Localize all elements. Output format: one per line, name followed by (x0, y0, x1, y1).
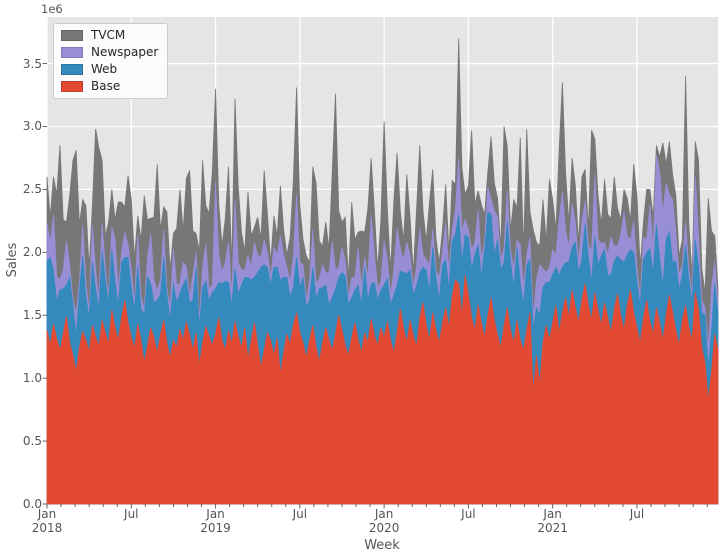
legend-swatch-newspaper (61, 47, 83, 58)
x-tick-label: Jan 2021 (537, 507, 568, 535)
y-tick-label: 1.5 (22, 308, 42, 323)
x-tick-label: Jan 2020 (368, 507, 400, 535)
legend: TVCM Newspaper Web Base (53, 23, 169, 99)
x-tick-label: Jul (461, 507, 476, 521)
legend-item-base: Base (61, 80, 158, 93)
plot-area: TVCM Newspaper Web Base (42, 17, 719, 509)
y-tick-label: 0.0 (22, 497, 42, 511)
legend-swatch-base (61, 81, 83, 92)
legend-item-newspaper: Newspaper (61, 46, 158, 59)
legend-label-tvcm: TVCM (91, 28, 126, 42)
x-tick-label: Jan 2018 (31, 507, 63, 535)
legend-swatch-web (61, 64, 83, 75)
legend-item-tvcm: TVCM (61, 29, 158, 42)
y-tick-label: 1.0 (22, 371, 42, 386)
stacked-area-chart (42, 17, 719, 509)
y-tick-label: 3.5 (22, 56, 42, 71)
legend-label-web: Web (91, 62, 118, 76)
y-tick-label: 0.5 (22, 434, 42, 449)
y-tick-label: 3.0 (22, 119, 42, 134)
y-tick-label: 2.5 (22, 182, 42, 197)
x-tick-label: Jul (629, 507, 645, 521)
legend-swatch-tvcm (61, 30, 83, 41)
legend-label-base: Base (91, 79, 121, 93)
x-tick-label: Jan 2019 (200, 507, 231, 535)
x-axis-label: Week (364, 538, 400, 553)
legend-label-newspaper: Newspaper (91, 45, 159, 59)
y-axis-offset-text: 1e6 (41, 2, 63, 16)
y-tick-label: 2.0 (22, 245, 42, 260)
legend-item-web: Web (61, 63, 158, 76)
x-tick-label: Jul (124, 507, 139, 521)
y-axis-label: Sales (5, 242, 20, 278)
x-tick-label: Jul (292, 507, 308, 521)
